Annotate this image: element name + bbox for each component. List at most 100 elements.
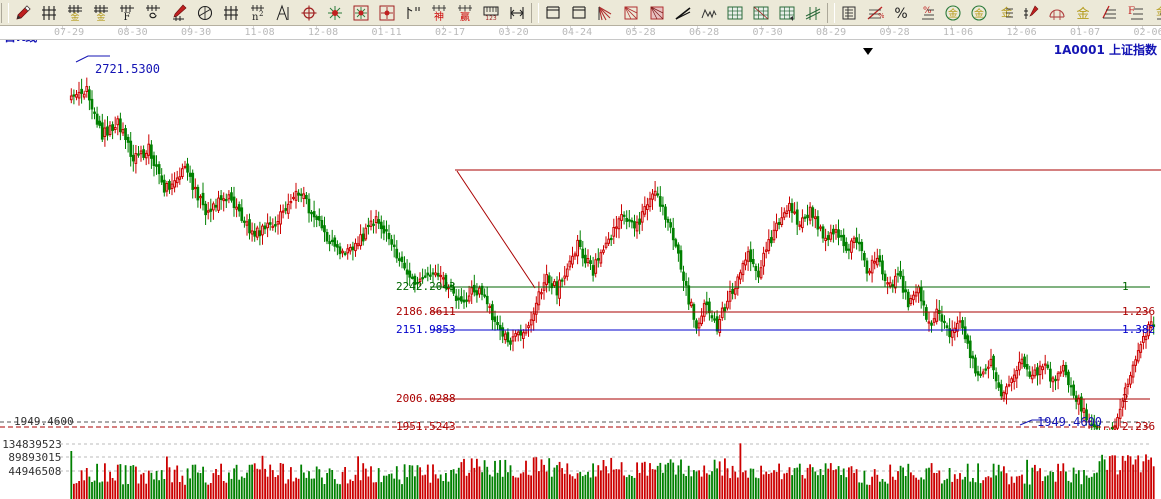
date-tick-label: 04-24 xyxy=(562,27,593,38)
pen-bars-icon[interactable] xyxy=(1018,1,1044,25)
volume-axis-label: 44946508 xyxy=(8,465,62,478)
two-lines-icon[interactable] xyxy=(670,1,696,25)
grid-lines-icon[interactable] xyxy=(36,1,62,25)
gold-circle2-icon[interactable]: 金 xyxy=(966,1,992,25)
ying-icon[interactable]: 赢 xyxy=(452,1,478,25)
svg-text:F: F xyxy=(124,12,131,22)
date-tick-mark xyxy=(760,26,762,30)
fan-lines-icon[interactable] xyxy=(592,1,618,25)
toolbar-separator-2 xyxy=(827,2,835,23)
volume-axis-label: 89893015 xyxy=(8,451,62,464)
peak-label: 2721.5300 xyxy=(95,62,161,76)
svg-text:神: 神 xyxy=(434,10,444,22)
gold-grid-icon[interactable]: 金 xyxy=(62,1,88,25)
table-grid-icon[interactable] xyxy=(722,1,748,25)
box2-icon[interactable] xyxy=(566,1,592,25)
date-tick-mark xyxy=(62,26,63,30)
date-tick-mark xyxy=(125,26,127,30)
date-tick-mark xyxy=(570,26,571,30)
pane-divider-marker-icon[interactable] xyxy=(863,48,873,55)
n2-icon[interactable]: n 2 xyxy=(244,1,270,25)
percent-lines-icon[interactable]: % xyxy=(914,1,940,25)
tick-quote-icon[interactable] xyxy=(400,1,426,25)
volume-axis-label: 134839523 xyxy=(2,438,62,451)
gold-grid2-icon[interactable]: 金 xyxy=(88,1,114,25)
gold-lines2-icon[interactable]: 金 xyxy=(1148,1,1161,25)
svg-text:金: 金 xyxy=(1076,6,1089,22)
box-fan-icon[interactable] xyxy=(618,1,644,25)
price-level-label: 2186.8611 xyxy=(396,305,456,318)
fib-ratio-label: 1.236 xyxy=(1122,305,1156,318)
svg-text:金: 金 xyxy=(1156,5,1161,18)
table-grid2-icon[interactable] xyxy=(748,1,774,25)
price-pane[interactable]: 2242.2043 1 2186.8611 1.236 2151.9853 1.382 20… xyxy=(0,40,1161,433)
chart-area[interactable]: 日K线 1A0001 上证指数 2242.2043 1 2186.8611 1.236… xyxy=(0,40,1161,499)
pointer-pen-icon[interactable] xyxy=(10,1,36,25)
date-tick-label: 07-30 xyxy=(752,27,783,38)
target-icon[interactable] xyxy=(296,1,322,25)
date-tick-mark xyxy=(951,26,952,30)
circle-cross-icon[interactable] xyxy=(192,1,218,25)
gold-lines-icon[interactable]: 金 xyxy=(992,1,1018,25)
svg-text:赢: 赢 xyxy=(460,10,470,22)
date-tick-label: 11-06 xyxy=(943,27,974,38)
shaded-fan-icon[interactable] xyxy=(644,1,670,25)
date-tick-mark xyxy=(316,26,317,30)
trend-overlays xyxy=(0,55,1161,428)
percent-icon[interactable]: % xyxy=(888,1,914,25)
date-tick-label: 12-08 xyxy=(308,27,339,38)
volume-bars xyxy=(60,443,1155,499)
svg-text:%: % xyxy=(923,6,932,16)
date-tick-label: 01-07 xyxy=(1070,27,1101,38)
symbol-label: 1A0001 上证指数 xyxy=(1053,43,1157,57)
bars-list-icon[interactable] xyxy=(836,1,862,25)
f-grid-icon[interactable]: F xyxy=(114,1,140,25)
box-icon[interactable] xyxy=(540,1,566,25)
grid-lines2-icon[interactable] xyxy=(218,1,244,25)
date-tick-label: 06-28 xyxy=(689,27,720,38)
svg-text:金: 金 xyxy=(70,11,79,22)
toolbar-separator-1 xyxy=(531,2,539,23)
slash-grid-icon[interactable] xyxy=(800,1,826,25)
svg-text:%: % xyxy=(894,6,907,22)
fib-ratio-label: 2 xyxy=(1122,392,1129,405)
drawing-toolbar[interactable]: 金 金 F xyxy=(0,0,1161,26)
red-framed-icon[interactable] xyxy=(374,1,400,25)
arc-red-icon[interactable] xyxy=(1044,1,1070,25)
date-tick-mark xyxy=(252,26,254,30)
j-lines-icon[interactable] xyxy=(1096,1,1122,25)
date-tick-mark xyxy=(1078,26,1079,30)
date-axis[interactable]: 07-29 08-30 09-30 11-08 12-08 01-11 02-17 03-20… xyxy=(0,26,1161,40)
ruler-123-icon[interactable]: 123 xyxy=(478,1,504,25)
angle-lines-icon[interactable] xyxy=(270,1,296,25)
volume-pane[interactable]: 134839523 89893015 44946508 xyxy=(0,430,1161,499)
shen-icon[interactable]: 神 xyxy=(426,1,452,25)
date-tick-label: 05-28 xyxy=(625,27,656,38)
snowflake-icon[interactable] xyxy=(322,1,348,25)
fib-ratio-label: 1 xyxy=(1122,280,1129,293)
price-candles xyxy=(69,77,1156,430)
svg-text:F: F xyxy=(1128,6,1135,17)
date-tick-mark xyxy=(1141,26,1143,30)
price-level-label: 2006.0288 xyxy=(396,392,456,405)
date-tick-mark xyxy=(633,26,635,30)
spiral-icon[interactable] xyxy=(140,1,166,25)
date-tick-label: 12-06 xyxy=(1006,27,1037,38)
date-tick-label: 07-29 xyxy=(54,27,85,38)
zigzag-icon[interactable] xyxy=(696,1,722,25)
date-tick-label: 02-06 xyxy=(1133,27,1161,38)
toolbar-separator-0 xyxy=(1,2,9,23)
span-icon[interactable] xyxy=(504,1,530,25)
svg-text:金: 金 xyxy=(1001,5,1012,19)
framed-star-icon[interactable] xyxy=(348,1,374,25)
table-grid3-icon[interactable] xyxy=(774,1,800,25)
pen-arrow-icon[interactable] xyxy=(166,1,192,25)
date-tick-mark xyxy=(379,26,381,30)
gold-mark-icon[interactable]: 金 xyxy=(1070,1,1096,25)
price-level-label: 2242.2043 xyxy=(396,280,456,293)
f-lines-icon[interactable]: F xyxy=(1122,1,1148,25)
date-tick-mark xyxy=(1014,26,1016,30)
svg-text:金: 金 xyxy=(96,11,105,22)
gold-circle-icon[interactable]: 金 xyxy=(940,1,966,25)
percent-chart-icon[interactable]: % xyxy=(862,1,888,25)
